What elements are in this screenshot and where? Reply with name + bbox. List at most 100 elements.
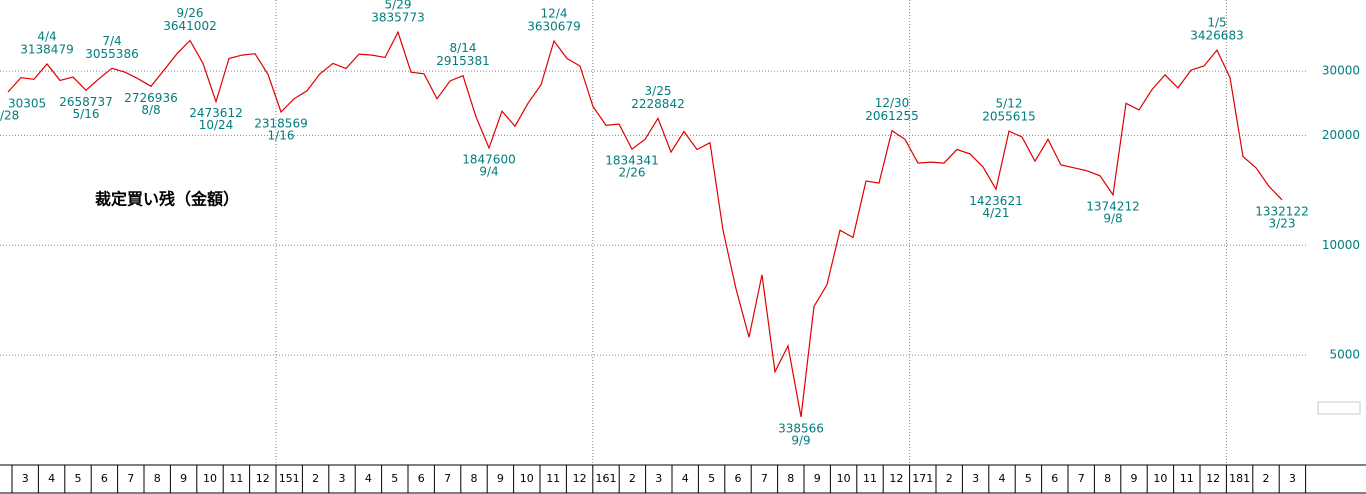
x-tick-label: 12 bbox=[573, 472, 587, 485]
annotation-value: 1834341 bbox=[605, 154, 658, 168]
x-tick-label: 9 bbox=[180, 472, 187, 485]
y-tick-label: 20000 bbox=[1322, 128, 1360, 142]
x-tick-label: 6 bbox=[418, 472, 425, 485]
annotation-date: 5/16 bbox=[73, 107, 100, 121]
annotation-date: 12/30 bbox=[875, 96, 910, 110]
x-tick-label: 11 bbox=[1180, 472, 1194, 485]
chart-title: 裁定買い残（金額） bbox=[95, 190, 239, 209]
annotation-date: 9/9 bbox=[791, 433, 810, 447]
x-tick-label: 8 bbox=[154, 472, 161, 485]
x-tick-label: 5 bbox=[75, 472, 82, 485]
x-tick-label: 12 bbox=[1206, 472, 1220, 485]
annotation-value: 2473612 bbox=[189, 106, 242, 120]
x-tick-label: 2 bbox=[1263, 472, 1270, 485]
x-tick-label: 9 bbox=[497, 472, 504, 485]
annotation-value: 1423621 bbox=[969, 194, 1022, 208]
annotation-value: 1332122 bbox=[1255, 204, 1308, 218]
annotation-value: 2915381 bbox=[436, 54, 489, 68]
x-tick-label: 2 bbox=[312, 472, 319, 485]
x-tick-label: 9 bbox=[814, 472, 821, 485]
x-tick-label: 7 bbox=[761, 472, 768, 485]
x-tick-label: 8 bbox=[471, 472, 478, 485]
x-tick-label: 11 bbox=[863, 472, 877, 485]
annotation-value: 2658737 bbox=[59, 95, 112, 109]
annotation-date: 5/12 bbox=[996, 97, 1023, 111]
annotation-value: 3641002 bbox=[163, 19, 216, 33]
x-tick-label: 6 bbox=[101, 472, 108, 485]
annotation-date: 8/8 bbox=[141, 103, 160, 117]
annotation-value: 2318569 bbox=[254, 116, 307, 130]
scroll-box bbox=[1317, 401, 1361, 415]
x-tick-label: 7 bbox=[444, 472, 451, 485]
x-tick-label: 12 bbox=[256, 472, 270, 485]
annotation-date: 2/26 bbox=[619, 166, 646, 180]
annotation-date: 1/5 bbox=[1207, 16, 1226, 30]
x-tick-label: 3 bbox=[339, 472, 346, 485]
y-tick-label: 10000 bbox=[1322, 238, 1360, 252]
annotation-value: 3630679 bbox=[527, 19, 580, 33]
annotation-date: 1/16 bbox=[268, 128, 295, 142]
annotation-value: 3055386 bbox=[85, 47, 138, 61]
annotation-value: 3138479 bbox=[20, 43, 73, 57]
annotation-date: 7/4 bbox=[102, 34, 121, 48]
x-tick-label: 4 bbox=[999, 472, 1006, 485]
annotation-date: 9/4 bbox=[479, 164, 498, 178]
annotation-value: 3835773 bbox=[371, 11, 424, 25]
annotation-date: 4/4 bbox=[37, 30, 56, 44]
x-tick-label: 161 bbox=[596, 472, 617, 485]
x-tick-label: 151 bbox=[279, 472, 300, 485]
x-tick-label: 3 bbox=[22, 472, 29, 485]
annotation-value: 1847600 bbox=[462, 152, 515, 166]
x-tick-label: 10 bbox=[203, 472, 217, 485]
annotation-date: 9/26 bbox=[177, 6, 204, 20]
data-line bbox=[7, 30, 1283, 418]
x-tick-label: 7 bbox=[127, 472, 134, 485]
annotation-date: /28 bbox=[0, 109, 19, 123]
x-tick-label: 4 bbox=[48, 472, 55, 485]
x-tick-label: 3 bbox=[655, 472, 662, 485]
annotation-date: 10/24 bbox=[199, 118, 234, 132]
x-tick-label: 11 bbox=[546, 472, 560, 485]
y-tick-label: 30000 bbox=[1322, 64, 1360, 78]
annotation-value: 2061255 bbox=[865, 109, 918, 123]
x-tick-label: 12 bbox=[889, 472, 903, 485]
annotation-date: 9/8 bbox=[1103, 211, 1122, 225]
annotation-date: 8/14 bbox=[450, 41, 477, 55]
x-tick-label: 2 bbox=[946, 472, 953, 485]
x-tick-label: 9 bbox=[1131, 472, 1138, 485]
x-tick-label: 3 bbox=[1289, 472, 1296, 485]
annotation-value: 2228842 bbox=[631, 97, 684, 111]
x-tick-label: 10 bbox=[520, 472, 534, 485]
x-tick-label: 5 bbox=[708, 472, 715, 485]
x-tick-label: 5 bbox=[1025, 472, 1032, 485]
annotation-date: 3/25 bbox=[645, 84, 672, 98]
x-tick-label: 8 bbox=[1104, 472, 1111, 485]
x-tick-label: 7 bbox=[1078, 472, 1085, 485]
x-tick-label: 171 bbox=[912, 472, 933, 485]
annotation-value: 30305 bbox=[8, 97, 46, 111]
x-tick-label: 4 bbox=[365, 472, 372, 485]
x-tick-label: 11 bbox=[229, 472, 243, 485]
x-tick-label: 5 bbox=[391, 472, 398, 485]
annotation-date: 4/21 bbox=[983, 206, 1010, 220]
x-tick-label: 2 bbox=[629, 472, 636, 485]
annotation-value: 2726936 bbox=[124, 91, 177, 105]
x-tick-label: 181 bbox=[1229, 472, 1250, 485]
x-tick-label: 6 bbox=[1051, 472, 1058, 485]
annotation-value: 1374212 bbox=[1086, 199, 1139, 213]
x-tick-label: 10 bbox=[837, 472, 851, 485]
annotation-date: 3/23 bbox=[1269, 216, 1296, 230]
annotation-value: 2055615 bbox=[982, 110, 1035, 124]
x-tick-label: 8 bbox=[787, 472, 794, 485]
y-tick-label: 5000 bbox=[1329, 348, 1360, 362]
x-tick-label: 4 bbox=[682, 472, 689, 485]
x-tick-label: 3 bbox=[972, 472, 979, 485]
x-tick-label: 6 bbox=[735, 472, 742, 485]
x-tick-label: 10 bbox=[1153, 472, 1167, 485]
annotation-date: 5/29 bbox=[385, 0, 412, 12]
annotation-value: 3426683 bbox=[1190, 29, 1243, 43]
annotation-date: 12/4 bbox=[541, 6, 568, 20]
annotation-value: 338566 bbox=[778, 421, 824, 435]
